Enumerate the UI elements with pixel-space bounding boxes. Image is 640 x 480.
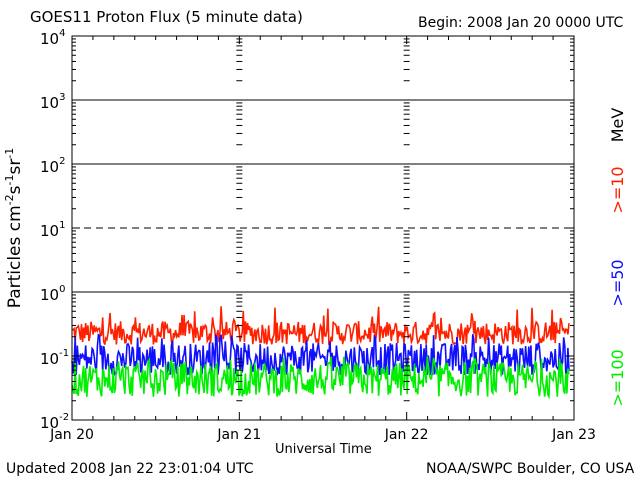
x-tick-label: Jan 23 — [551, 427, 596, 443]
y-tick-label: 102 — [40, 156, 65, 176]
x-tick-label: Jan 20 — [49, 427, 94, 443]
credit-label: NOAA/SWPC Boulder, CO USA — [426, 461, 635, 477]
y-tick-label: 101 — [40, 220, 65, 240]
legend: MeV >=10 >=50 >=100 — [608, 108, 627, 407]
legend-entry: >=50 — [608, 259, 627, 306]
y-tick-label: 103 — [40, 92, 65, 112]
y-axis-label: Particles cm-2s-1sr-1 — [3, 148, 25, 309]
series-line-1 — [71, 333, 570, 377]
y-tick-label: 100 — [40, 284, 65, 304]
legend-entry: >=100 — [608, 349, 627, 406]
axis-layer: 10-2 10-1 100 101 102 103 104 Jan 20 Jan 21 Jan 2… — [40, 28, 596, 443]
x-axis-label: Universal Time — [275, 442, 372, 457]
svg-text:Particles cm-2s-1sr-1: Particles cm-2s-1sr-1 — [3, 148, 25, 309]
series-layer — [71, 306, 570, 400]
y-tick-label: 10-1 — [40, 348, 69, 368]
series-line-0 — [71, 306, 570, 348]
updated-label: Updated 2008 Jan 22 23:01:04 UTC — [6, 461, 254, 477]
series-line-2 — [71, 356, 570, 400]
y-tick-label: 104 — [40, 28, 65, 48]
y-tick-label: 10-2 — [40, 412, 69, 432]
chart-title: GOES11 Proton Flux (5 minute data) — [30, 8, 303, 26]
x-tick-label: Jan 21 — [216, 427, 261, 443]
grid-layer — [72, 38, 574, 402]
begin-label: Begin: 2008 Jan 20 0000 UTC — [418, 15, 624, 31]
legend-entry: >=10 — [608, 166, 627, 213]
x-tick-label: Jan 22 — [384, 427, 429, 443]
units-label: MeV — [608, 108, 627, 143]
